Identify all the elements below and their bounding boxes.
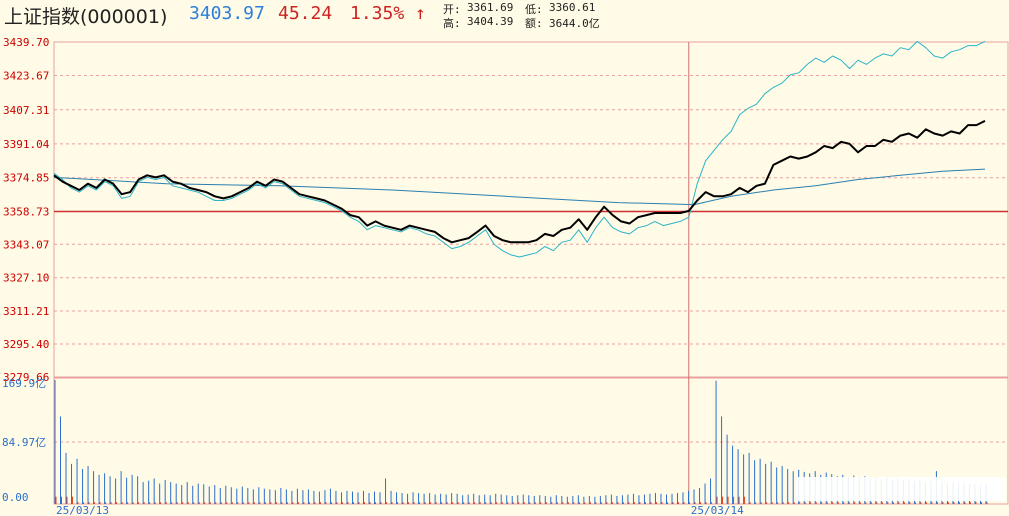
- chart-lines: [53, 40, 986, 258]
- y-tick-label: 3343.07: [3, 238, 49, 251]
- volume-tick-label: 0.00: [2, 491, 29, 504]
- low-value: 3360.61: [549, 1, 596, 14]
- chart-grid: [53, 41, 1009, 505]
- y-tick-label: 3391.04: [3, 138, 50, 151]
- watermark-overlay: [796, 477, 1006, 501]
- high-value: 3404.39: [467, 15, 514, 28]
- open-label: 开:: [443, 3, 461, 16]
- low-label: 低:: [525, 3, 543, 16]
- current-price: 3403.97: [189, 3, 265, 24]
- high-label: 高:: [443, 17, 461, 30]
- x-date-label: 25/03/13: [56, 504, 109, 516]
- volume-tick-label: 169.9亿: [2, 377, 46, 390]
- price-line: [53, 120, 986, 244]
- y-tick-label: 3327.10: [3, 272, 49, 285]
- y-tick-label: 3374.85: [3, 172, 49, 185]
- amount-value: 3644.0亿: [549, 17, 600, 30]
- price-panel-border: [53, 41, 1009, 378]
- y-tick-label: 3407.31: [3, 104, 49, 117]
- volume-panel-border: [53, 377, 1009, 505]
- y-tick-label: 3295.40: [3, 338, 49, 351]
- y-tick-label: 3279.66: [3, 371, 49, 384]
- x-date-label: 25/03/14: [691, 504, 744, 516]
- y-tick-label: 3423.67: [3, 70, 49, 83]
- y-tick-label: 3358.73: [3, 205, 49, 218]
- index-title: 上证指数(000001): [4, 6, 168, 28]
- open-value: 3361.69: [467, 1, 514, 14]
- volume-tick-label: 84.97亿: [2, 436, 46, 449]
- x-axis-labels: 25/03/13 25/03/14: [56, 504, 744, 516]
- y-axis-labels: 3439.70 3423.67 3407.31 3391.04 3374.85 3358.…: [2, 36, 50, 504]
- y-tick-label: 3439.70: [3, 36, 49, 49]
- up-arrow-icon: ↑: [415, 3, 426, 24]
- price-change-pct: 1.35%: [350, 3, 405, 24]
- index-line: [53, 40, 986, 258]
- price-change: 45.24: [278, 3, 333, 24]
- avg-line: [53, 168, 986, 206]
- header-bar: 上证指数(000001) 3403.97 45.24 1.35% ↑ 开: 33…: [0, 0, 1009, 32]
- y-tick-label: 3311.21: [3, 305, 49, 318]
- amount-label: 额:: [525, 17, 543, 30]
